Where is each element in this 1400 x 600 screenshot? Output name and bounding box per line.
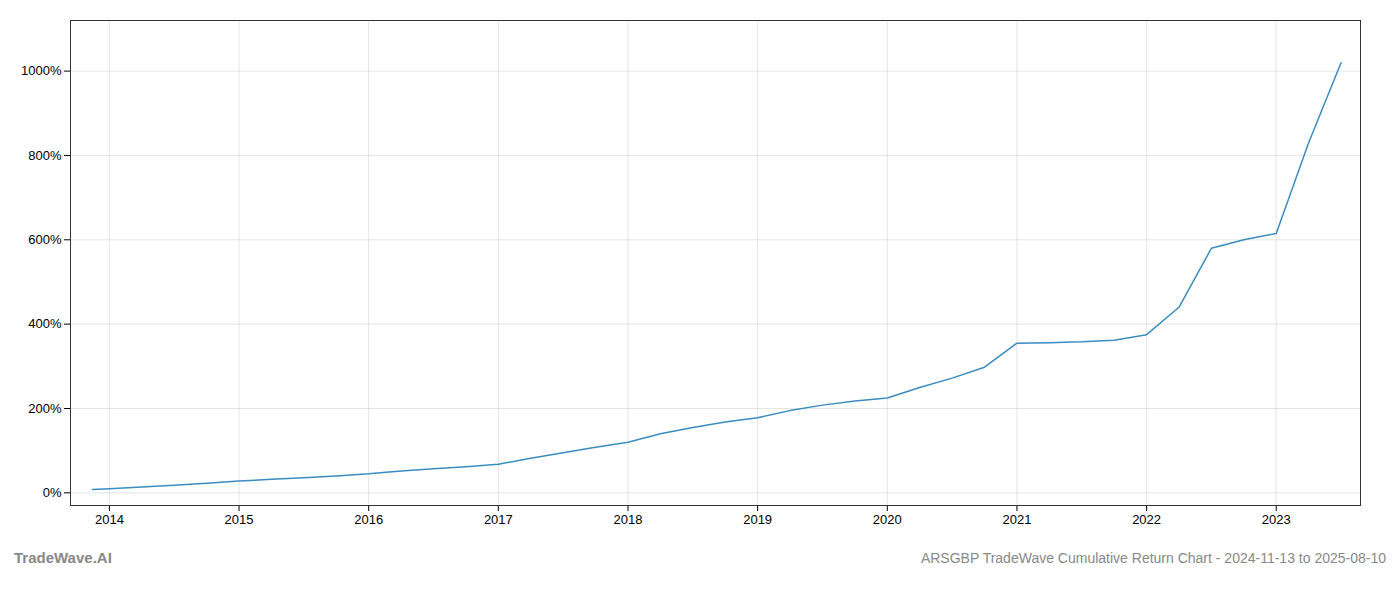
svg-text:2021: 2021 (1002, 512, 1031, 527)
html-text:TradeWave.AI: TradeWave.AI (14, 549, 112, 566)
svg-text:800%: 800% (28, 148, 62, 163)
svg-text:200%: 200% (28, 401, 62, 416)
svg-text:2020: 2020 (873, 512, 902, 527)
svg-text:1000%: 1000% (21, 63, 62, 78)
svg-text:400%: 400% (28, 316, 62, 331)
svg-text:2019: 2019 (743, 512, 772, 527)
svg-text:600%: 600% (28, 232, 62, 247)
svg-text:2015: 2015 (225, 512, 254, 527)
html-text:ARSGBP TradeWave Cumulative Re: ARSGBP TradeWave Cumulative Return Chart… (920, 550, 1386, 566)
svg-text:2014: 2014 (95, 512, 124, 527)
svg-text:2022: 2022 (1132, 512, 1161, 527)
svg-text:2023: 2023 (1262, 512, 1291, 527)
svg-text:2017: 2017 (484, 512, 513, 527)
svg-text:2016: 2016 (354, 512, 383, 527)
svg-text:2018: 2018 (614, 512, 643, 527)
svg-text:0%: 0% (43, 485, 62, 500)
